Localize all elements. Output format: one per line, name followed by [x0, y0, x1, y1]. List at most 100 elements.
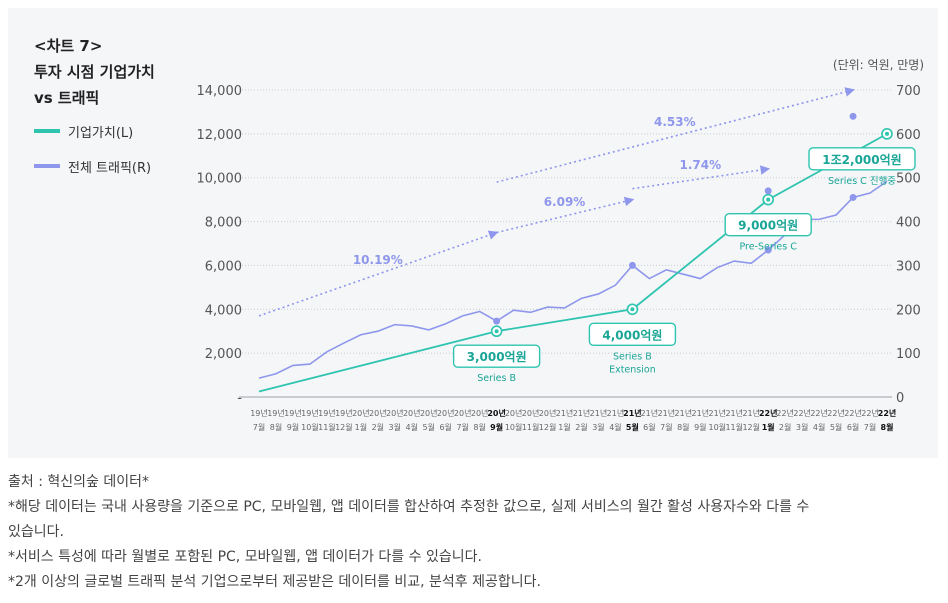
- x-tick-label-year: 21년: [708, 408, 726, 418]
- x-tick-label-year: 20년: [403, 408, 421, 418]
- x-tick-label-year: 22년: [861, 408, 879, 418]
- x-tick-label-month: 8월: [677, 422, 689, 432]
- x-tick-label-year: 19년: [267, 408, 285, 418]
- y-right-tick-label: 700: [896, 84, 921, 99]
- y-right-tick-label: 300: [896, 259, 921, 274]
- chart-title-line2: 투자 시점 기업가치: [34, 63, 155, 81]
- x-tick-label-month: 3월: [796, 422, 808, 432]
- x-tick-label-month: 11월: [725, 422, 743, 432]
- traffic-marker: [493, 317, 501, 325]
- y-right-tick-label: 400: [896, 216, 921, 231]
- note-3: *2개 이상의 글로벌 트래픽 분석 기업으로부터 제공받은 데이터를 비교, …: [8, 574, 541, 590]
- trend-label: 10.19%: [353, 253, 403, 267]
- valuation-label-value: 1조2,000억원: [822, 153, 901, 167]
- y-right-tick-label: 500: [896, 172, 921, 187]
- x-tick-label-month: 12월: [742, 422, 760, 432]
- x-tick-label-year: 19년: [335, 408, 353, 418]
- x-tick-label-year: 21년: [641, 408, 659, 418]
- x-tick-label-year: 20년: [522, 408, 540, 418]
- chart-title: <차트 7> 투자 시점 기업가치 vs 트래픽: [34, 33, 155, 111]
- x-tick-label-year: 20년: [369, 408, 387, 418]
- y-left-tick-label: 12,000: [197, 128, 243, 143]
- note-2: *서비스 특성에 따라 월별로 포함된 PC, 모바일웹, 앱 데이터가 다를 …: [8, 549, 482, 565]
- trend-arrow: [496, 87, 855, 183]
- traffic-marker: [849, 193, 857, 201]
- x-tick-label-year: 20년: [505, 408, 523, 418]
- x-tick-label-month: 10월: [301, 422, 319, 432]
- valuation-marker-dot: [766, 197, 771, 202]
- x-tick-label-month: 9월: [694, 422, 706, 432]
- x-tick-label-month: 4월: [609, 422, 621, 432]
- trend-arrow: [632, 165, 771, 190]
- trend-arrow: [496, 196, 635, 234]
- valuation-label-sub: Series C 진행중: [828, 175, 896, 187]
- x-tick-label-month: 5월: [423, 422, 435, 432]
- x-tick-label-year: 22년: [878, 408, 897, 418]
- y-left-tick-label: 8,000: [205, 216, 242, 231]
- valuation-label-value: 3,000억원: [467, 350, 527, 364]
- x-tick-label-year: 21년: [556, 408, 574, 418]
- note-1-cont: 있습니다.: [8, 524, 64, 540]
- y-left-tick-label: 4,000: [205, 303, 242, 318]
- legend-label-traffic: 전체 트래픽(R): [68, 160, 152, 176]
- notes: 출처 : 혁신의숲 데이터* *해당 데이터는 국내 사용량을 기준으로 PC,…: [8, 470, 938, 595]
- x-tick-label-month: 11월: [318, 422, 336, 432]
- y-left-tick-label: -: [237, 391, 242, 406]
- x-tick-label-year: 21년: [658, 408, 676, 418]
- x-tick-label-month: 10월: [505, 422, 523, 432]
- traffic-marker: [764, 246, 772, 254]
- x-tick-label-year: 22년: [759, 408, 778, 418]
- legend-swatch-traffic: [34, 164, 60, 168]
- x-tick-label-year: 21년: [675, 408, 693, 418]
- x-tick-label-month: 5월: [626, 422, 639, 432]
- x-tick-label-month: 3월: [592, 422, 604, 432]
- valuation-label-box: [588, 322, 677, 346]
- x-tick-label-year: 20년: [471, 408, 489, 418]
- x-tick-label-month: 2월: [372, 422, 384, 432]
- valuation-label-box: [452, 344, 541, 368]
- valuation-label-value: 4,000억원: [602, 328, 662, 342]
- x-tick-label-month: 2월: [779, 422, 791, 432]
- x-tick-label-month: 10월: [708, 422, 726, 432]
- x-tick-label-month: 1월: [355, 422, 367, 432]
- y-right-tick-label: 200: [896, 303, 921, 318]
- legend-label-valuation: 기업가치(L): [68, 125, 134, 141]
- x-tick-label-month: 7월: [253, 422, 265, 432]
- x-tick-label-month: 4월: [406, 422, 418, 432]
- legend-item-valuation: 기업가치(L): [34, 122, 151, 141]
- x-tick-label-month: 6월: [643, 422, 655, 432]
- x-tick-label-year: 20년: [437, 408, 455, 418]
- x-tick-label-year: 20년: [454, 408, 472, 418]
- x-tick-label-month: 7월: [660, 422, 672, 432]
- y-right-tick-label: 0: [896, 391, 904, 406]
- x-tick-label-year: 20년: [539, 408, 557, 418]
- x-tick-label-month: 8월: [881, 422, 894, 432]
- x-tick-label-year: 19년: [318, 408, 336, 418]
- y-left-tick-label: 2,000: [205, 347, 242, 362]
- x-tick-label-month: 9월: [490, 422, 503, 432]
- x-tick-label-month: 1월: [762, 422, 775, 432]
- x-tick-label-year: 21년: [607, 408, 625, 418]
- x-tick-label-year: 22년: [776, 408, 794, 418]
- x-tick-label-month: 7월: [456, 422, 468, 432]
- x-tick-label-year: 20년: [386, 408, 404, 418]
- trend-label: 6.09%: [544, 195, 586, 209]
- x-tick-label-year: 21년: [590, 408, 608, 418]
- trend-label: 4.53%: [654, 115, 696, 129]
- x-tick-label-month: 1월: [558, 422, 570, 432]
- x-tick-label-month: 12월: [335, 422, 353, 432]
- y-left-tick-label: 10,000: [197, 172, 243, 187]
- traffic-marker: [628, 261, 636, 269]
- x-tick-label-year: 21년: [573, 408, 591, 418]
- x-tick-label-year: 22년: [793, 408, 811, 418]
- y-left-tick-label: 6,000: [205, 259, 242, 274]
- x-tick-label-month: 8월: [473, 422, 485, 432]
- valuation-label-sub: Series B: [477, 373, 516, 384]
- trend-label: 1.74%: [679, 158, 721, 172]
- x-tick-label-year: 20년: [487, 408, 506, 418]
- note-source: 출처 : 혁신의숲 데이터*: [8, 474, 149, 490]
- x-tick-label-month: 6월: [439, 422, 451, 432]
- x-tick-label-year: 19년: [284, 408, 302, 418]
- valuation-marker-dot: [494, 329, 499, 334]
- x-tick-label-month: 5월: [830, 422, 842, 432]
